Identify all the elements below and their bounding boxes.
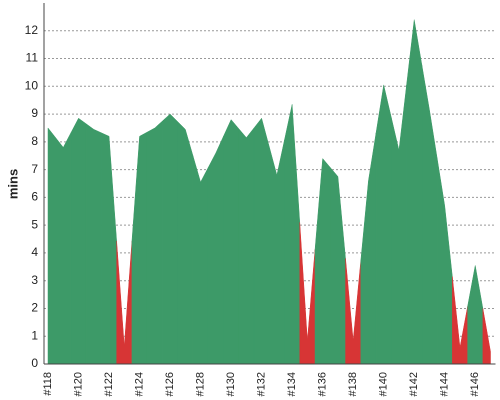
area-segment [391, 84, 407, 365]
x-tick-label: #128 [194, 372, 206, 396]
area-segment [238, 127, 255, 365]
area-segment [284, 104, 301, 365]
area-segment [162, 113, 178, 365]
area-segment [314, 157, 331, 365]
x-tick-label: #132 [256, 372, 268, 396]
y-tick-label: 7 [31, 162, 38, 176]
y-axis-label: mins [5, 169, 20, 199]
y-tick-label: 11 [26, 51, 39, 65]
area-segment [116, 241, 133, 365]
y-tick-label: 3 [31, 273, 38, 287]
area-segment [85, 123, 102, 365]
area-segment [330, 166, 346, 365]
x-tick-label: #136 [317, 372, 329, 396]
area-segment [452, 276, 468, 365]
area-segment [406, 19, 423, 365]
area-segment [223, 119, 239, 365]
area-segment [70, 117, 87, 365]
area-segment [421, 64, 438, 365]
area-segment [269, 139, 285, 365]
area-segment [177, 121, 194, 365]
x-tick-label: #134 [286, 372, 298, 396]
area-segment [207, 136, 224, 365]
area-segment [101, 132, 117, 365]
area-segment [55, 132, 72, 365]
y-tick-label: 1 [31, 328, 38, 342]
x-tick-label: #122 [103, 372, 115, 396]
x-tick-label: #126 [164, 372, 176, 396]
x-tick-label: #138 [347, 372, 359, 396]
x-tick-label: #124 [133, 372, 145, 396]
x-tick-label: #118 [42, 372, 54, 396]
area-segment [299, 222, 316, 365]
y-tick-label: 8 [31, 134, 38, 148]
x-tick-label: #144 [439, 372, 451, 396]
area-segment [131, 131, 148, 365]
area-segment [192, 155, 209, 365]
y-tick-label: 10 [25, 78, 39, 92]
y-tick-label: 9 [31, 106, 38, 120]
x-tick-label: #120 [72, 372, 84, 396]
x-tick-label: #140 [378, 372, 390, 396]
area-segment [436, 157, 453, 365]
y-tick-label: 6 [31, 190, 38, 204]
area-segment [375, 84, 392, 365]
y-tick-label: 0 [31, 356, 38, 370]
area-segment [360, 132, 377, 365]
y-tick-label: 12 [25, 23, 39, 37]
x-tick-label: #146 [469, 372, 481, 396]
y-tick-label: 2 [31, 301, 38, 315]
area-segment [345, 258, 362, 365]
x-tick-label: #142 [408, 372, 420, 396]
x-tick-label: #130 [225, 372, 237, 396]
area-segment [47, 127, 56, 365]
y-tick-label: 4 [31, 245, 38, 259]
area-segment [253, 117, 270, 365]
area-segment [146, 120, 163, 365]
y-tick-label: 5 [31, 217, 38, 231]
